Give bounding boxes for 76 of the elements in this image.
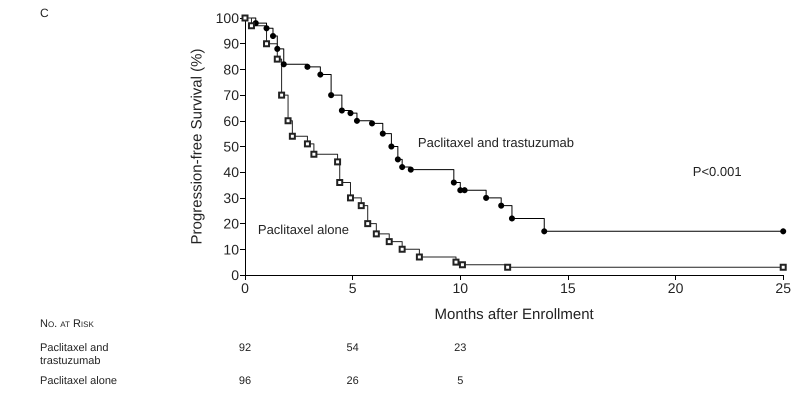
point (394, 156, 401, 162)
point (328, 92, 334, 98)
point (278, 92, 286, 99)
point (334, 158, 342, 166)
text: No. at Risk (40, 318, 94, 331)
point (372, 230, 380, 238)
point (508, 215, 515, 222)
point (462, 187, 468, 194)
y-tick-label: 50 (223, 138, 240, 154)
y-tick-label: 20 (223, 216, 240, 232)
point (504, 264, 512, 271)
point (416, 254, 423, 261)
point (388, 144, 394, 150)
point (780, 264, 787, 271)
point (399, 164, 406, 170)
x-tick-label: 25 (775, 280, 792, 296)
point (780, 228, 786, 234)
y-tick-label: 100 (216, 10, 240, 26)
point (408, 166, 414, 173)
point (280, 61, 287, 68)
text: Paclitaxel and trastuzumab (40, 342, 108, 368)
point (452, 258, 460, 266)
y-tick-label: 10 (223, 241, 240, 258)
point (347, 110, 354, 116)
y-tick-label: 30 (223, 190, 240, 206)
point (354, 118, 360, 124)
y-tick-label: 70 (223, 87, 240, 104)
point (304, 140, 311, 148)
y-tick-label: 40 (223, 164, 240, 180)
text: 54 (346, 342, 360, 355)
text: C (40, 6, 49, 20)
point (270, 32, 276, 39)
point (386, 238, 393, 246)
point (284, 117, 292, 124)
point (498, 202, 504, 209)
point (336, 178, 344, 186)
point (288, 132, 296, 140)
point (398, 246, 406, 253)
text: 23 (453, 342, 468, 355)
y-tick-label: 60 (223, 112, 240, 129)
point (450, 179, 457, 186)
x-tick-label: 15 (560, 280, 576, 296)
point (264, 25, 270, 32)
y-tick-label: 80 (223, 61, 240, 78)
point (304, 64, 310, 70)
point (483, 194, 490, 201)
point (274, 56, 281, 63)
text: 96 (238, 375, 252, 388)
point (274, 46, 280, 52)
annotation: P<0.001 (692, 164, 742, 180)
text: 26 (346, 375, 360, 388)
point (369, 120, 376, 126)
y-axis-title: Progression-free Survival (%) (188, 48, 206, 244)
x-tick-label: 20 (668, 280, 684, 296)
x-tick-label: 5 (348, 280, 357, 296)
point (380, 130, 386, 137)
text: 92 (238, 342, 252, 355)
series-label: Paclitaxel alone (258, 222, 349, 238)
point (338, 108, 345, 114)
point (248, 22, 255, 30)
x-tick-label: 0 (241, 280, 250, 296)
point (346, 194, 354, 202)
y-tick-label: 0 (231, 267, 240, 283)
point (263, 40, 270, 48)
point (358, 202, 365, 210)
text: Paclitaxel alone (40, 375, 118, 388)
point (310, 150, 318, 158)
x-axis-title: Months after Enrollment (434, 306, 595, 323)
x-tick-label: 10 (452, 280, 468, 296)
point (541, 228, 548, 234)
point (458, 261, 466, 268)
series-label: Paclitaxel and trastuzumab (418, 134, 574, 150)
point (317, 72, 324, 78)
point (364, 220, 372, 228)
y-tick-label: 90 (223, 36, 240, 52)
text: 5 (456, 375, 464, 388)
